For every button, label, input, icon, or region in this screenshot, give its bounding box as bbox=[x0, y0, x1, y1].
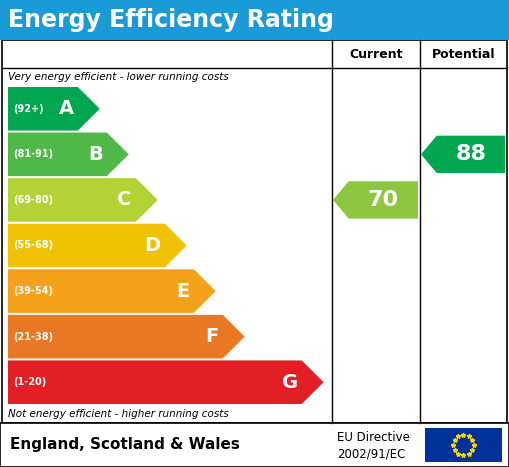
Bar bbox=[0, 0, 509, 40]
Text: (92+): (92+) bbox=[13, 104, 44, 114]
Text: (69-80): (69-80) bbox=[13, 195, 53, 205]
Polygon shape bbox=[8, 224, 187, 267]
Text: Current: Current bbox=[349, 48, 403, 61]
Polygon shape bbox=[421, 136, 505, 173]
Polygon shape bbox=[8, 361, 324, 404]
Text: England, Scotland & Wales: England, Scotland & Wales bbox=[10, 438, 240, 453]
Polygon shape bbox=[8, 178, 158, 222]
Text: 88: 88 bbox=[456, 144, 486, 164]
Polygon shape bbox=[8, 133, 129, 176]
Polygon shape bbox=[333, 181, 418, 219]
Text: (39-54): (39-54) bbox=[13, 286, 53, 296]
Text: (55-68): (55-68) bbox=[13, 241, 53, 250]
Text: Energy Efficiency Rating: Energy Efficiency Rating bbox=[8, 8, 334, 32]
Text: Very energy efficient - lower running costs: Very energy efficient - lower running co… bbox=[8, 72, 229, 82]
Bar bbox=[0, 423, 509, 467]
Text: G: G bbox=[281, 373, 298, 392]
Bar bbox=[425, 428, 502, 462]
Text: 2002/91/EC: 2002/91/EC bbox=[337, 447, 405, 460]
Text: A: A bbox=[59, 99, 74, 118]
Text: 70: 70 bbox=[368, 190, 399, 210]
Text: D: D bbox=[145, 236, 161, 255]
Bar bbox=[2, 40, 507, 423]
Text: (1-20): (1-20) bbox=[13, 377, 46, 387]
Text: E: E bbox=[177, 282, 190, 301]
Text: EU Directive: EU Directive bbox=[337, 431, 410, 444]
Text: Not energy efficient - higher running costs: Not energy efficient - higher running co… bbox=[8, 409, 229, 419]
Text: B: B bbox=[88, 145, 103, 164]
Polygon shape bbox=[8, 315, 245, 359]
Text: C: C bbox=[118, 191, 132, 209]
Polygon shape bbox=[8, 87, 100, 131]
Text: F: F bbox=[206, 327, 219, 346]
Text: Potential: Potential bbox=[432, 48, 495, 61]
Text: (21-38): (21-38) bbox=[13, 332, 53, 342]
Polygon shape bbox=[8, 269, 216, 313]
Text: (81-91): (81-91) bbox=[13, 149, 53, 159]
